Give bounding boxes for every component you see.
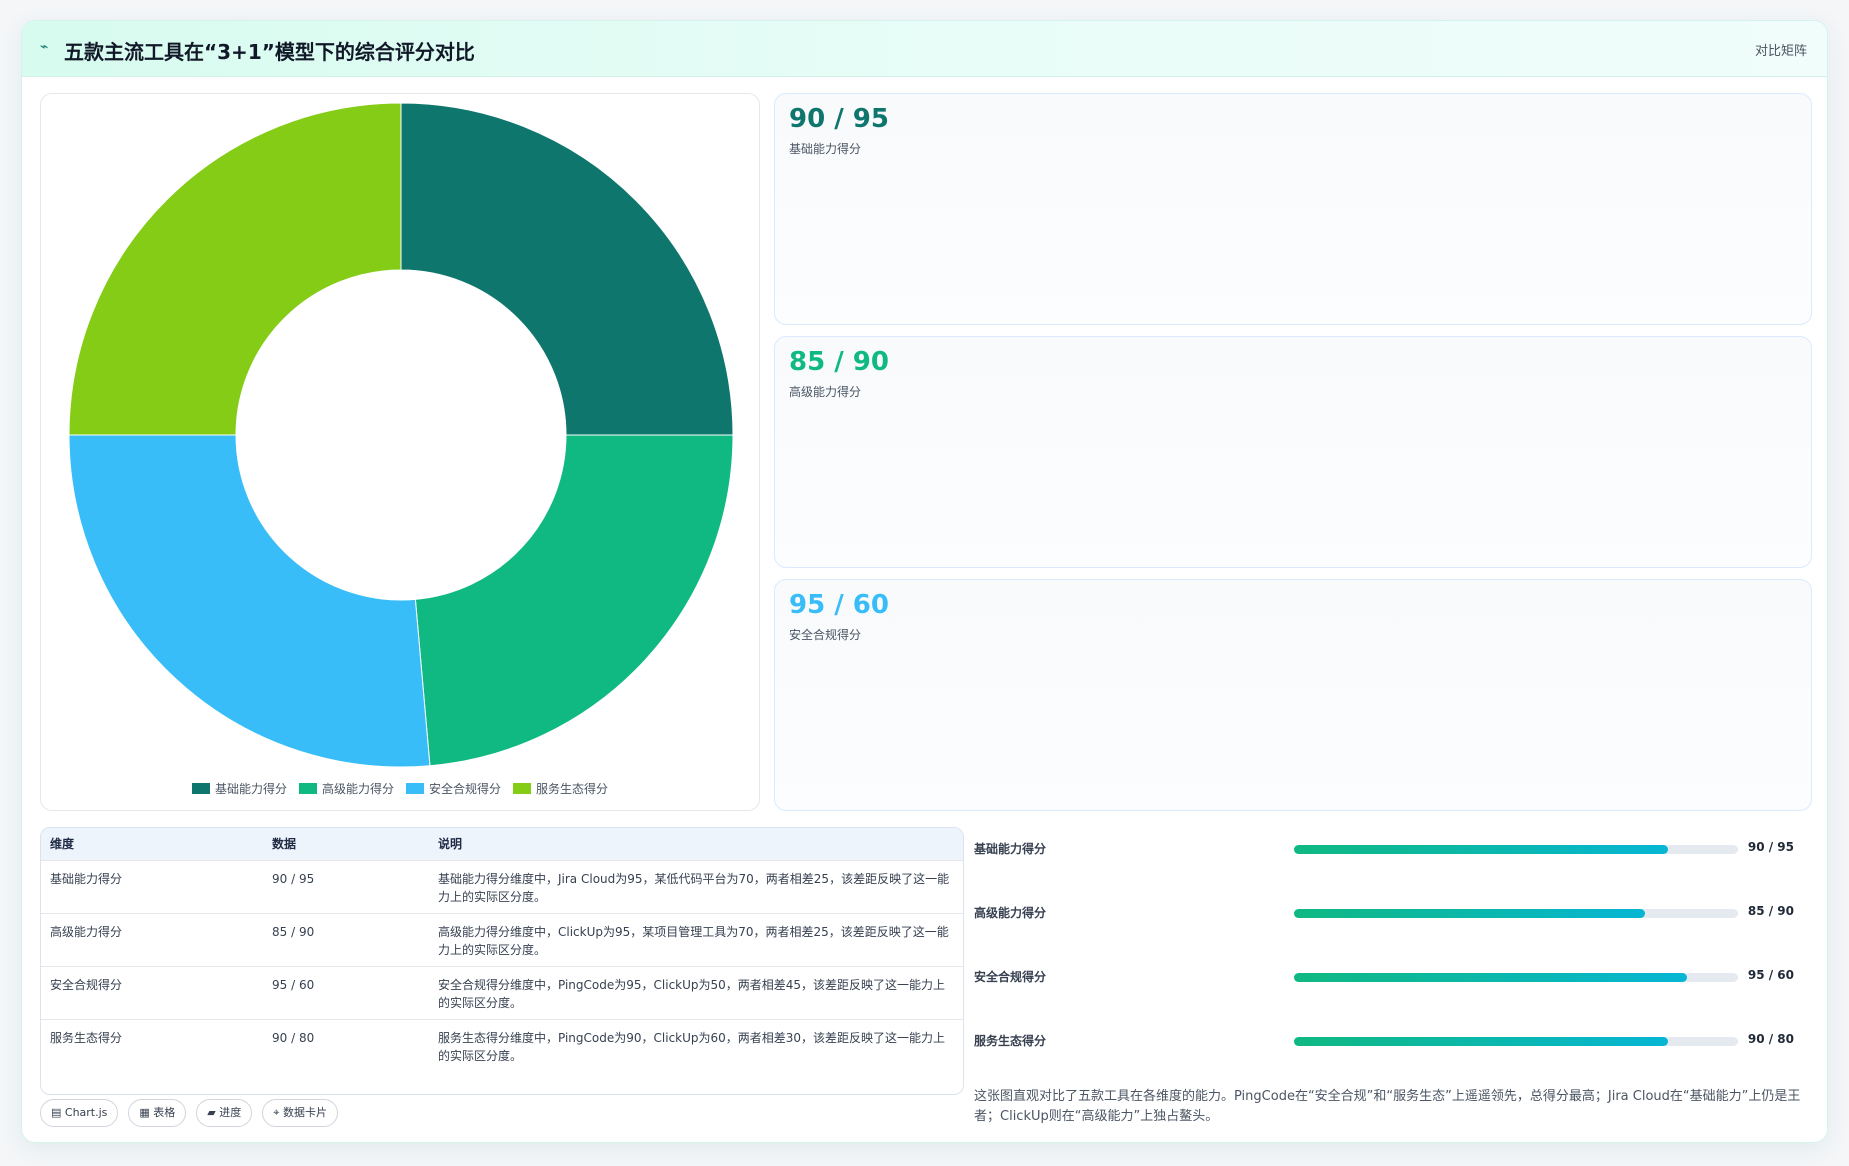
chart-legend: 基础能力得分 高级能力得分 安全合规得分 服务生态得分 [41,780,759,797]
progress-label: 基础能力得分 [974,842,1047,856]
table-row: 服务生态得分 90 / 80 服务生态得分维度中，PingCode为90，Cli… [41,1018,963,1072]
page-title: 五款主流工具在“3+1”模型下的综合评分对比 [64,40,475,64]
summary-text: 这张图直观对比了五款工具在各维度的能力。PingCode在“安全合规”和“服务生… [974,1089,1801,1124]
legend-item[interactable]: 基础能力得分 [191,780,287,797]
progress-row-advanced: 高级能力得分 85 / 90 [974,899,1812,927]
progress-track [1294,909,1738,918]
cell-dimension: 服务生态得分 [41,1018,263,1072]
progress-fill [1294,1037,1668,1046]
legend-swatch [298,783,317,794]
cell-dimension: 安全合规得分 [41,965,263,1019]
progress-fill [1294,909,1645,918]
table-row: 基础能力得分 90 / 95 基础能力得分维度中，Jira Cloud为95，某… [41,859,963,913]
legend-item[interactable]: 安全合规得分 [406,780,501,797]
legend-swatch [513,783,532,794]
progress-row-ecosystem: 服务生态得分 90 / 80 [974,1027,1812,1055]
cell-data: 90 / 80 [263,1018,429,1072]
chip-progress[interactable]: ▰ 进度 [196,1099,253,1127]
cell-dimension: 基础能力得分 [41,859,263,913]
progress-value: 95 / 60 [1747,968,1794,982]
cell-note: 高级能力得分维度中，ClickUp为95，某项目管理工具为70，两者相差25，该… [429,912,963,966]
cell-data: 95 / 60 [263,965,429,1019]
progress-label: 服务生态得分 [974,1034,1047,1048]
doughnut-chart-panel: 基础能力得分 高级能力得分 安全合规得分 服务生态得分 [40,93,760,811]
legend-label: 安全合规得分 [429,782,502,796]
cell-note: 服务生态得分维度中，PingCode为90，ClickUp为60，两者相差30，… [429,1018,963,1072]
column-header-dimension: 维度 [50,837,75,852]
progress-row-basic: 基础能力得分 90 / 95 [974,835,1812,863]
tech-chips: ▤ Chart.js ▦ 表格 ▰ 进度 ⌖ 数据卡片 [40,1099,338,1127]
chip-data-card[interactable]: ⌖ 数据卡片 [262,1099,338,1127]
legend-swatch [191,783,210,794]
stat-label: 高级能力得分 [789,385,862,399]
chip-table[interactable]: ▦ 表格 [128,1099,187,1127]
legend-item[interactable]: 高级能力得分 [298,780,394,797]
legend-label: 服务生态得分 [536,782,609,796]
stat-label: 安全合规得分 [789,628,862,642]
doughnut-chart [68,102,734,768]
progress-fill [1294,973,1687,982]
stat-card-basic: 90 / 95 基础能力得分 [774,93,1812,325]
stat-card-advanced: 85 / 90 高级能力得分 [774,336,1812,568]
progress-track [1294,1037,1738,1046]
progress-value: 90 / 80 [1747,1032,1794,1046]
legend-label: 基础能力得分 [214,782,287,796]
stat-value: 90 / 95 [789,104,889,134]
slice-1[interactable] [400,102,734,436]
chip-chartjs[interactable]: ▤ Chart.js [40,1099,119,1127]
progress-value: 90 / 95 [1747,840,1794,854]
dimension-table: 维度 数据 说明 基础能力得分 90 / 95 基础能力得分维度中，Jira C… [40,827,964,1095]
stat-label: 基础能力得分 [789,142,862,156]
column-header-note: 说明 [438,837,463,852]
legend-label: 高级能力得分 [321,782,394,796]
table-row: 高级能力得分 85 / 90 高级能力得分维度中，ClickUp为95，某项目管… [41,912,963,966]
slice-4[interactable] [68,102,402,436]
dashboard-card: ⌁ 五款主流工具在“3+1”模型下的综合评分对比 对比矩阵 基础能力得分 高级能力… [21,20,1828,1143]
matrix-tag[interactable]: 对比矩阵 [1754,44,1807,59]
cell-note: 安全合规得分维度中，PingCode为95，ClickUp为50，两者相差45，… [429,965,963,1019]
legend-swatch [406,783,424,794]
table-header-row: 维度 数据 说明 [41,828,963,860]
progress-label: 安全合规得分 [974,970,1047,984]
cell-note: 基础能力得分维度中，Jira Cloud为95，某低代码平台为70，两者相差25… [429,859,963,913]
slice-3[interactable] [68,434,431,768]
slice-2[interactable] [414,434,734,767]
progress-track [1294,973,1738,982]
cell-data: 85 / 90 [263,912,429,966]
column-header-data: 数据 [272,837,297,852]
table-row: 安全合规得分 95 / 60 安全合规得分维度中，PingCode为95，Cli… [41,965,963,1019]
cell-dimension: 高级能力得分 [41,912,263,966]
header-bar: ⌁ 五款主流工具在“3+1”模型下的综合评分对比 对比矩阵 [22,21,1827,77]
legend-item[interactable]: 服务生态得分 [513,780,608,797]
progress-label: 高级能力得分 [974,906,1047,920]
progress-row-security: 安全合规得分 95 / 60 [974,963,1812,991]
stat-value: 85 / 90 [789,347,889,377]
progress-value: 85 / 90 [1747,904,1794,918]
progress-track [1294,845,1738,854]
progress-fill [1294,845,1668,854]
stat-value: 95 / 60 [789,590,889,620]
cell-data: 90 / 95 [263,859,429,913]
stat-card-security: 95 / 60 安全合规得分 [774,579,1812,811]
chart-logo-icon: ⌁ [40,39,49,55]
